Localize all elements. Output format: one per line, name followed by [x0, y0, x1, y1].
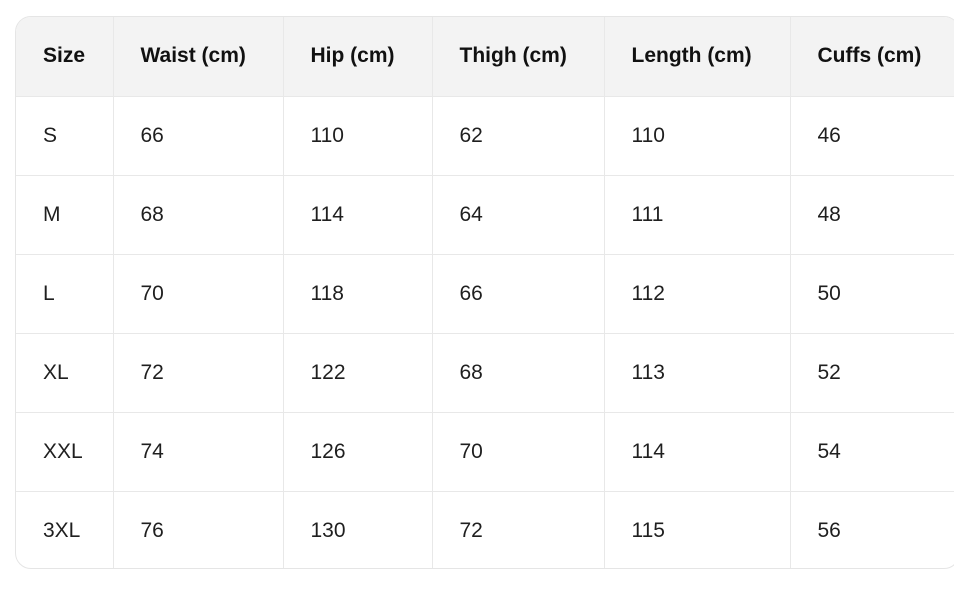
table-cell: 114	[283, 175, 433, 255]
table-cell: 72	[113, 333, 284, 413]
size-chart-table-container: Size Waist (cm) Hip (cm) Thigh (cm) Length (…	[15, 16, 954, 569]
table-cell: 52	[790, 333, 954, 413]
table-cell: 118	[283, 254, 433, 334]
table-cell: 3XL	[16, 491, 114, 568]
column-header: Size	[16, 17, 114, 97]
table-cell: L	[16, 254, 114, 334]
table-cell: 126	[283, 412, 433, 492]
table-cell: 76	[113, 491, 284, 568]
table-cell: 68	[432, 333, 605, 413]
table-cell: 62	[432, 96, 605, 176]
table-row: XXL 74 126 70 114 54	[16, 412, 954, 492]
table-cell: 113	[604, 333, 791, 413]
size-chart-table: Size Waist (cm) Hip (cm) Thigh (cm) Length (…	[16, 17, 954, 568]
column-header: Thigh (cm)	[432, 17, 605, 97]
table-cell: 72	[432, 491, 605, 568]
table-row: S 66 110 62 110 46	[16, 96, 954, 176]
table-cell: 66	[113, 96, 284, 176]
table-cell: M	[16, 175, 114, 255]
table-row: M 68 114 64 111 48	[16, 175, 954, 255]
column-header: Length (cm)	[604, 17, 791, 97]
table-cell: 50	[790, 254, 954, 334]
table-cell: 66	[432, 254, 605, 334]
table-cell: XXL	[16, 412, 114, 492]
table-row: 3XL 76 130 72 115 56	[16, 491, 954, 568]
table-cell: 64	[432, 175, 605, 255]
table-header-row: Size Waist (cm) Hip (cm) Thigh (cm) Length (…	[16, 17, 954, 97]
table-row: XL 72 122 68 113 52	[16, 333, 954, 413]
table-cell: 56	[817, 518, 841, 542]
table-cell: XL	[16, 333, 114, 413]
table-row: L 70 118 66 112 50	[16, 254, 954, 334]
column-header: Waist (cm)	[113, 17, 284, 97]
table-cell: 122	[283, 333, 433, 413]
table-cell: 74	[113, 412, 284, 492]
table-cell: 112	[604, 254, 791, 334]
column-header: Hip (cm)	[283, 17, 433, 97]
table-cell: 46	[790, 96, 954, 176]
table-cell: 110	[604, 96, 791, 176]
table-cell: 54	[790, 412, 954, 492]
table-cell: 130	[283, 491, 433, 568]
table-cell: 114	[604, 412, 791, 492]
table-cell: 70	[113, 254, 284, 334]
table-cell: 111	[604, 175, 791, 255]
table-cell: 48	[790, 175, 954, 255]
column-header: Cuffs (cm)	[790, 17, 954, 97]
table-cell: 70	[432, 412, 605, 492]
table-cell: 68	[113, 175, 284, 255]
table-cell: S	[16, 96, 114, 176]
table-cell: 110	[283, 96, 433, 176]
table-cell: 115	[604, 491, 791, 568]
